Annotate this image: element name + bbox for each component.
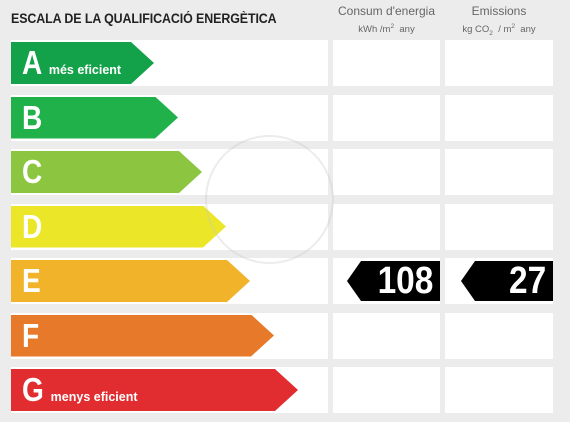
- consum-value-badge: 108: [347, 261, 440, 301]
- emissions-cell: [445, 40, 553, 86]
- consum-cell: [333, 312, 440, 359]
- rating-label: menys eficient: [50, 390, 138, 404]
- rating-letter: B: [22, 98, 43, 136]
- rating-label: més eficient: [48, 63, 122, 77]
- rating-row-f: F: [0, 312, 570, 359]
- consum-cell: [333, 149, 440, 195]
- emissions-header: Emissions kg CO2 / m2 any: [445, 4, 553, 41]
- rating-row-b: B: [0, 94, 570, 141]
- consum-cell: [333, 367, 440, 413]
- rating-arrow-e: E: [11, 260, 250, 302]
- page-title: ESCALA DE LA QUALIFICACIÓ ENERGÈTICA: [11, 11, 277, 26]
- consum-header-unit: kWh /m2 any: [358, 23, 415, 36]
- emissions-cell: [445, 149, 553, 195]
- rating-arrow-b: B: [11, 97, 178, 139]
- rating-letter: C: [22, 153, 43, 190]
- emissions-header-title: Emissions: [471, 4, 527, 18]
- emissions-cell: [445, 203, 553, 250]
- consum-cell: [333, 203, 440, 250]
- emissions-header-unit: kg CO2 / m2 any: [462, 23, 536, 38]
- rating-arrow-c: C: [11, 151, 202, 193]
- consum-cell: [333, 94, 440, 141]
- rating-letter: E: [22, 262, 41, 299]
- rating-letter: D: [22, 207, 43, 245]
- consum-header-title: Consum d'energia: [337, 4, 435, 18]
- emissions-cell: [445, 367, 553, 413]
- rating-arrow-d: D: [11, 206, 226, 248]
- rating-letter: F: [22, 316, 40, 354]
- emissions-cell: [445, 94, 553, 141]
- emissions-value-badge: 27: [461, 261, 553, 301]
- emissions-cell: [445, 312, 553, 359]
- consum-header: Consum d'energia kWh /m2 any: [333, 4, 440, 37]
- consum-cell: [333, 40, 440, 86]
- rating-letter: A: [22, 44, 43, 81]
- rating-arrow-f: F: [11, 315, 274, 357]
- consum-value: 108: [377, 260, 433, 302]
- rating-row-c: C: [0, 149, 570, 195]
- emissions-value: 27: [508, 260, 546, 302]
- rating-letter: G: [22, 371, 44, 408]
- rating-row-d: D: [0, 203, 570, 250]
- rating-row-e: E 108 27: [0, 258, 570, 304]
